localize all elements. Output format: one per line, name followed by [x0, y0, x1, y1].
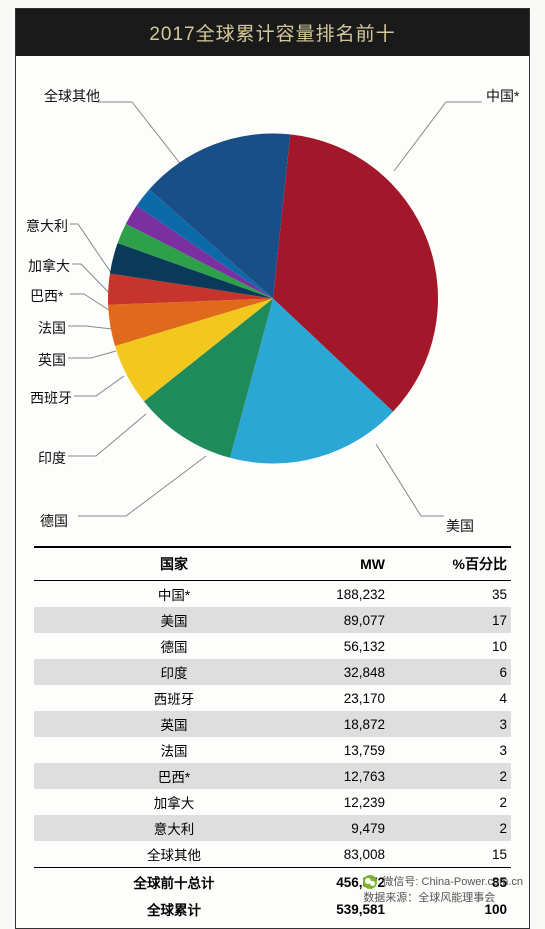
cell-pct: 2	[389, 763, 511, 789]
cell-country: 英国	[34, 711, 278, 737]
pie-label-rest: 全球其他	[44, 86, 100, 106]
cell-country: 加拿大	[34, 789, 278, 815]
cell-country: 西班牙	[34, 685, 278, 711]
leader-france	[68, 326, 112, 329]
data-table-area: 国家 MW %百分比 中国*188,23235美国89,07717德国56,13…	[16, 546, 529, 928]
table-row: 德国56,13210	[34, 633, 511, 659]
table-row: 意大利9,4792	[34, 815, 511, 841]
cell-mw: 188,232	[278, 581, 389, 608]
table-header-row: 国家 MW %百分比	[34, 547, 511, 581]
footer-credits: 微信号: China-Power.com.cn 数据来源：全球风能理事会	[363, 873, 531, 905]
cell-country: 德国	[34, 633, 278, 659]
cell-country: 印度	[34, 659, 278, 685]
cell-pct: 2	[389, 789, 511, 815]
cell-mw: 32,848	[278, 659, 389, 685]
table-row: 加拿大12,2392	[34, 789, 511, 815]
cell-country: 全球累计	[34, 895, 278, 922]
pie-chart	[108, 134, 438, 469]
table-row: 英国18,8723	[34, 711, 511, 737]
table-row: 中国*188,23235	[34, 581, 511, 608]
pie-label-germany: 德国	[40, 511, 68, 531]
th-mw: MW	[278, 547, 389, 581]
wechat-handle: China-Power.com.cn	[422, 876, 524, 888]
table-body: 中国*188,23235美国89,07717德国56,13210印度32,848…	[34, 581, 511, 923]
table-row: 法国13,7593	[34, 737, 511, 763]
cell-country: 巴西*	[34, 763, 278, 789]
th-country: 国家	[34, 547, 278, 581]
cell-country: 美国	[34, 607, 278, 633]
cell-country: 法国	[34, 737, 278, 763]
cell-pct: 4	[389, 685, 511, 711]
cell-mw: 23,170	[278, 685, 389, 711]
pie-label-india: 印度	[38, 448, 66, 468]
cell-mw: 89,077	[278, 607, 389, 633]
th-pct: %百分比	[389, 547, 511, 581]
cell-mw: 56,132	[278, 633, 389, 659]
cell-country: 中国*	[34, 581, 278, 608]
table-row: 美国89,07717	[34, 607, 511, 633]
cell-mw: 18,872	[278, 711, 389, 737]
capacity-table: 国家 MW %百分比 中国*188,23235美国89,07717德国56,13…	[34, 546, 511, 922]
pie-label-spain: 西班牙	[30, 388, 72, 408]
pie-chart-area: 中国* 美国 德国 印度 西班牙 英国 法国 巴西* 加拿大 意大利 全球其他	[16, 56, 529, 546]
cell-pct: 17	[389, 607, 511, 633]
table-row: 巴西*12,7632	[34, 763, 511, 789]
cell-pct: 6	[389, 659, 511, 685]
pie-label-france: 法国	[38, 318, 66, 338]
pie-label-usa: 美国	[446, 516, 474, 536]
pie-label-brazil: 巴西*	[30, 286, 63, 306]
wechat-icon	[363, 875, 377, 889]
cell-mw: 12,763	[278, 763, 389, 789]
cell-mw: 83,008	[278, 841, 389, 868]
cell-pct: 2	[389, 815, 511, 841]
pie-label-italy: 意大利	[26, 216, 68, 236]
chart-title: 2017全球累计容量排名前十	[16, 9, 529, 56]
pie-svg	[108, 134, 438, 464]
cell-country: 意大利	[34, 815, 278, 841]
pie-label-china: 中国*	[486, 86, 519, 106]
table-row: 印度32,8486	[34, 659, 511, 685]
table-row: 全球其他83,00815	[34, 841, 511, 868]
cell-pct: 3	[389, 737, 511, 763]
cell-pct: 15	[389, 841, 511, 868]
cell-country: 全球前十总计	[34, 868, 278, 896]
cell-pct: 35	[389, 581, 511, 608]
data-source: 数据来源：全球风能理事会	[363, 892, 495, 904]
table-row: 西班牙23,1704	[34, 685, 511, 711]
wechat-prefix: 微信号:	[382, 876, 418, 888]
cell-pct: 3	[389, 711, 511, 737]
leader-brazil	[70, 294, 112, 312]
cell-mw: 12,239	[278, 789, 389, 815]
cell-mw: 9,479	[278, 815, 389, 841]
report-card: 2017全球累计容量排名前十 中国*美国德国印度西班牙英国法国巴西*加拿大意大利…	[15, 8, 530, 929]
pie-label-uk: 英国	[38, 350, 66, 370]
cell-mw: 13,759	[278, 737, 389, 763]
pie-label-canada: 加拿大	[28, 256, 70, 276]
cell-country: 全球其他	[34, 841, 278, 868]
cell-pct: 10	[389, 633, 511, 659]
